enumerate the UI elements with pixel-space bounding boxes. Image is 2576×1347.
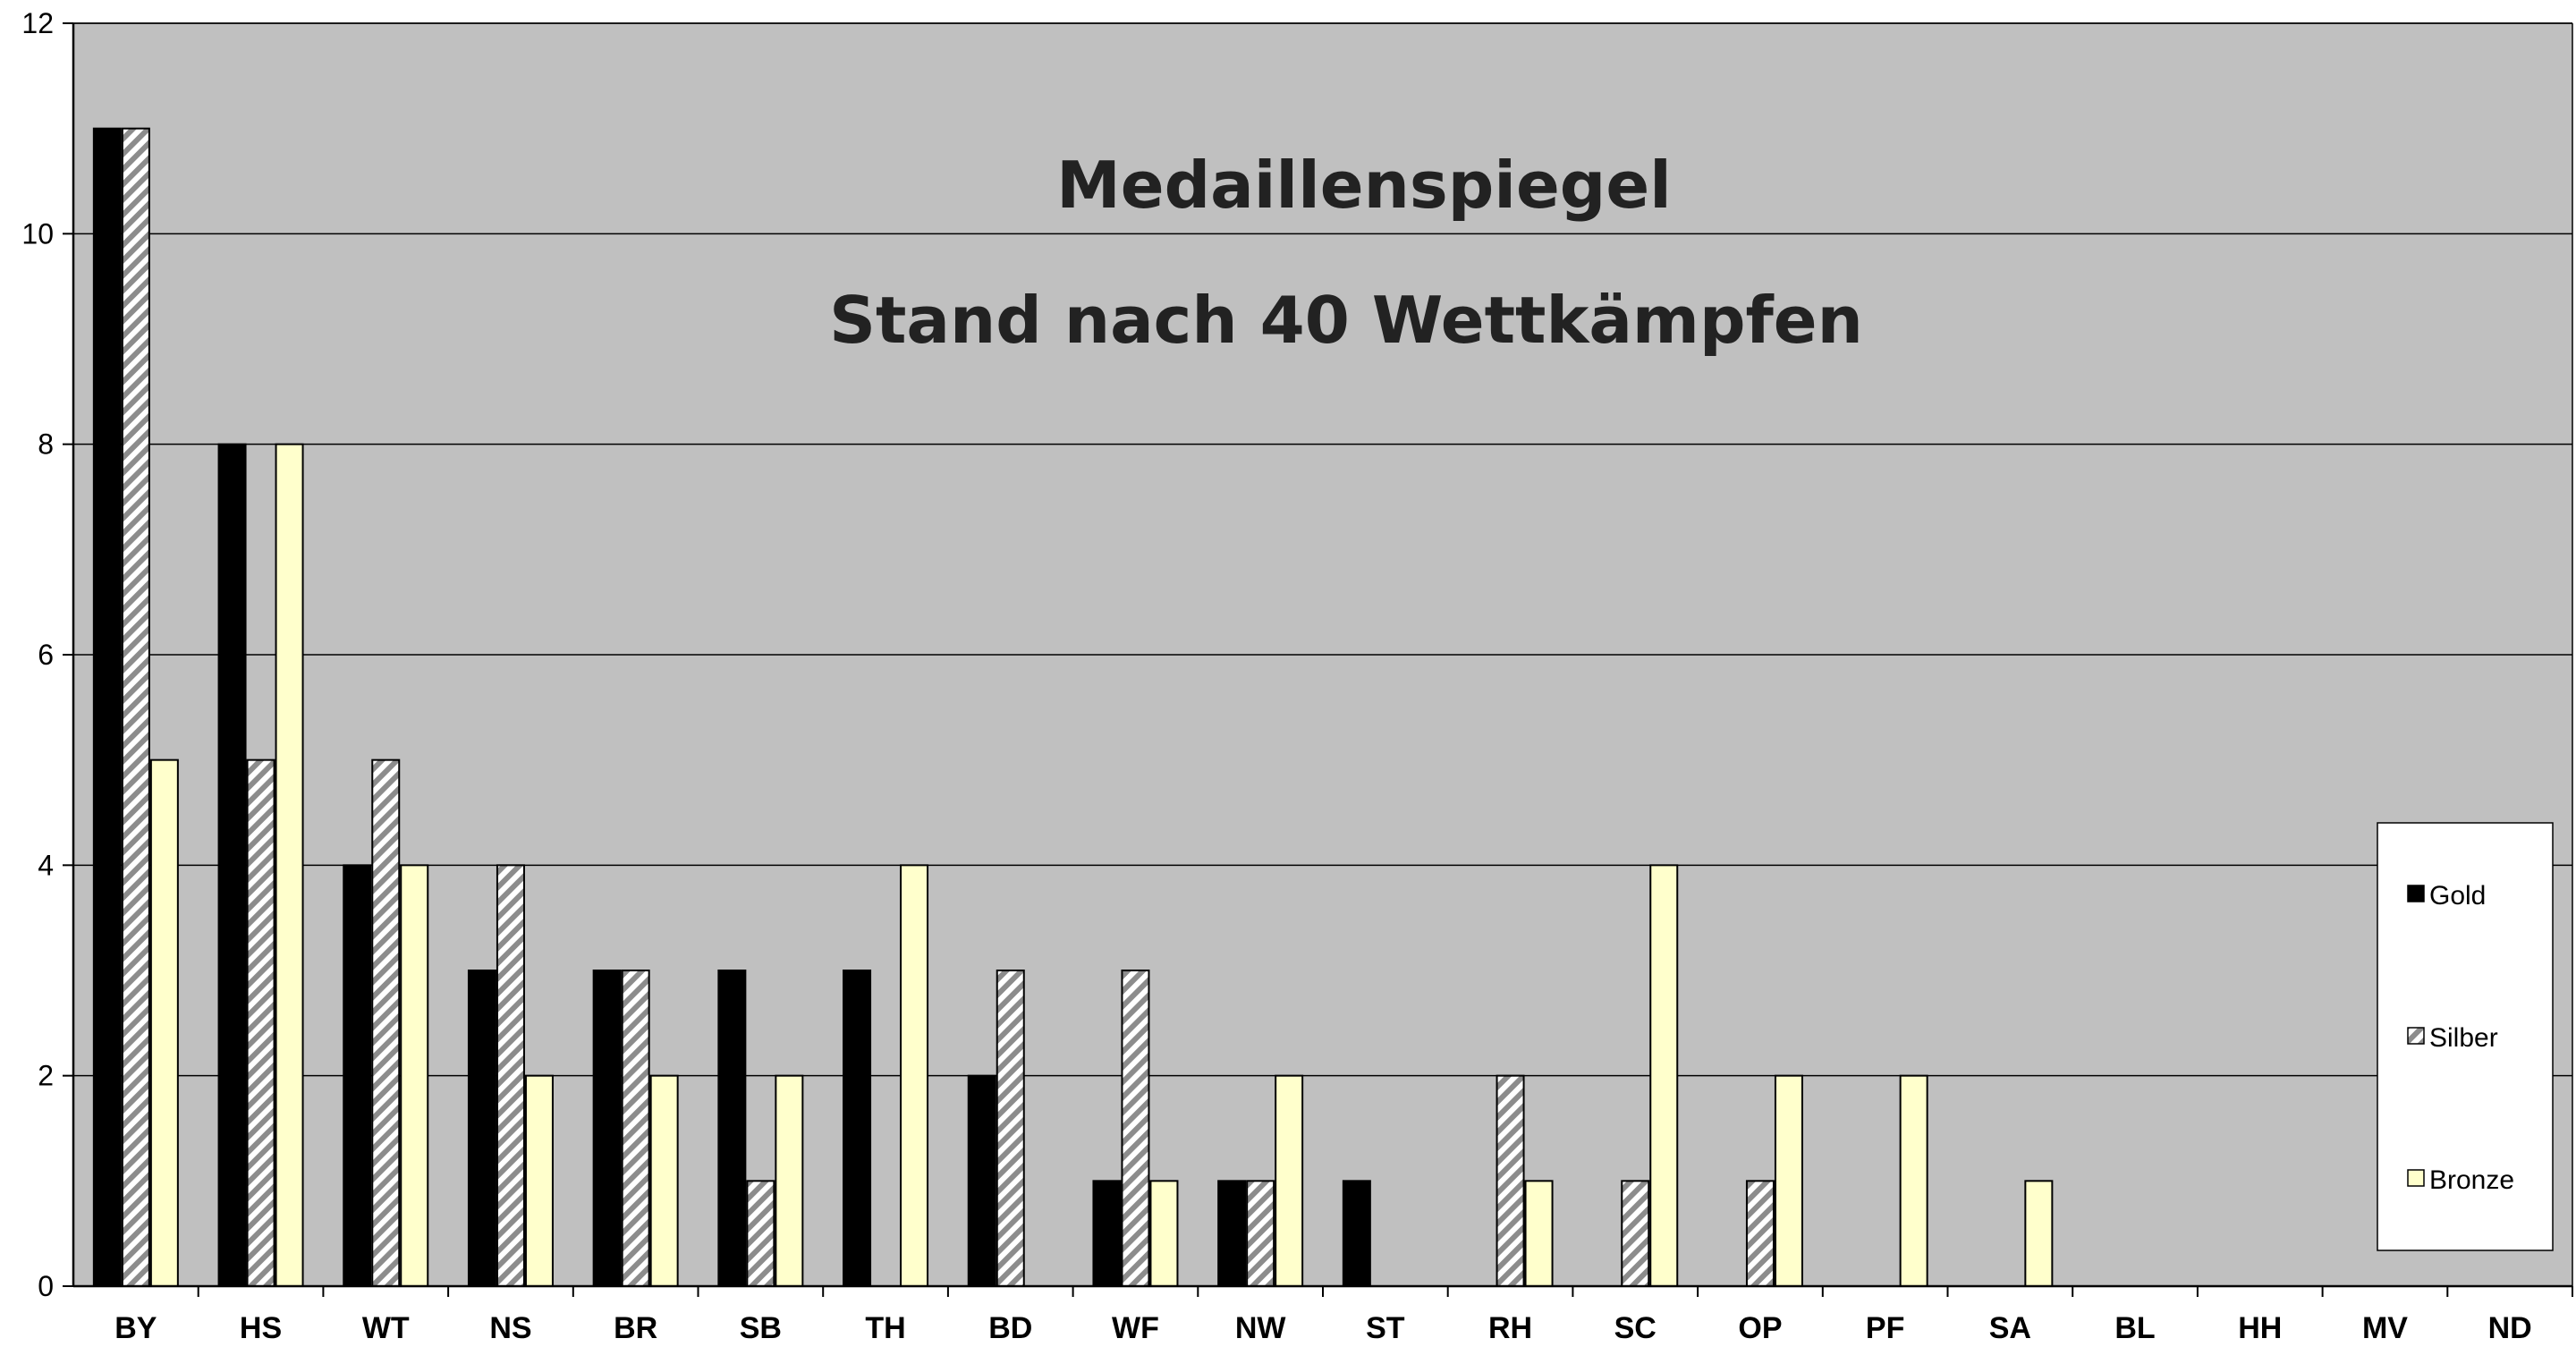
x-tick-label: SC xyxy=(1614,1311,1657,1345)
x-tick-labels: BY HS WT NS BR SB TH BD WF NW ST RH SC OP PF SA BL HH MV ND xyxy=(114,1311,2531,1345)
bars xyxy=(92,127,2054,1288)
legend-box xyxy=(2377,822,2554,1251)
x-tick-label: MV xyxy=(2362,1311,2408,1345)
bar-gold-bd xyxy=(967,1074,996,1287)
bar-silber-bd xyxy=(996,970,1025,1287)
bar-gold-sb xyxy=(717,970,747,1287)
x-tick-label: BY xyxy=(114,1311,157,1345)
chart-title: Medaillenspiegel xyxy=(1056,148,1672,223)
y-tick-label: 2 xyxy=(38,1060,54,1092)
y-tick-labels: 0 2 4 6 8 10 12 xyxy=(21,7,54,1302)
x-tick-label: OP xyxy=(1738,1311,1782,1345)
legend-label-bronze: Bronze xyxy=(2429,1165,2514,1195)
y-tick-label: 4 xyxy=(38,849,54,881)
y-tick-label: 8 xyxy=(38,428,54,461)
bar-silber-sc xyxy=(1621,1180,1650,1288)
bar-gold-th xyxy=(843,970,872,1287)
bar-bronze-sa xyxy=(2024,1180,2054,1288)
bar-silber-hs xyxy=(246,758,275,1287)
bar-bronze-sc xyxy=(1649,864,1679,1287)
bar-silber-wf xyxy=(1121,970,1150,1287)
bar-gold-hs xyxy=(217,443,247,1287)
x-tick-label: BD xyxy=(988,1311,1032,1345)
bar-silber-ns xyxy=(496,864,525,1287)
bar-gold-br xyxy=(592,970,622,1287)
x-tick-label: HH xyxy=(2238,1311,2282,1345)
legend-label-silber: Silber xyxy=(2429,1023,2498,1053)
legend-swatch-gold xyxy=(2407,885,2425,902)
bar-silber-by xyxy=(121,127,150,1288)
x-tick-label: ND xyxy=(2488,1311,2532,1345)
bar-bronze-rh xyxy=(1524,1180,1554,1288)
x-tick-label: RH xyxy=(1488,1311,1532,1345)
bar-gold-nw xyxy=(1217,1180,1247,1288)
y-tick-label: 0 xyxy=(38,1270,54,1302)
bar-bronze-wf xyxy=(1149,1180,1179,1288)
bar-silber-wt xyxy=(371,758,401,1287)
bar-bronze-wt xyxy=(400,864,429,1287)
legend-swatch-silber xyxy=(2407,1027,2425,1045)
y-tick-label: 6 xyxy=(38,639,54,671)
x-tick-label: WF xyxy=(1112,1311,1159,1345)
x-tick-label: BR xyxy=(614,1311,657,1345)
x-tick-label: ST xyxy=(1366,1311,1405,1345)
bar-gold-by xyxy=(92,127,122,1288)
bar-bronze-op xyxy=(1774,1074,1803,1287)
bar-silber-op xyxy=(1745,1180,1775,1288)
bar-bronze-by xyxy=(149,758,179,1287)
y-tick-label: 12 xyxy=(21,7,54,39)
legend: Gold Silber Bronze xyxy=(2377,822,2554,1251)
x-tick-label: BL xyxy=(2114,1311,2155,1345)
bar-bronze-pf xyxy=(1899,1074,1928,1287)
chart-subtitle: Stand nach 40 Wettkämpfen xyxy=(829,283,1863,358)
bar-gold-wt xyxy=(343,864,372,1287)
bar-gold-wf xyxy=(1092,1180,1122,1288)
bar-gold-ns xyxy=(467,970,496,1287)
x-tick-label: WT xyxy=(362,1311,410,1345)
bar-bronze-ns xyxy=(524,1074,554,1287)
legend-label-gold: Gold xyxy=(2429,881,2486,911)
axes xyxy=(72,22,2573,1297)
bar-silber-br xyxy=(621,970,650,1287)
y-tick-label: 10 xyxy=(21,217,54,250)
x-tick-label: SB xyxy=(740,1311,782,1345)
x-tick-label: TH xyxy=(865,1311,905,1345)
bar-bronze-hs xyxy=(275,443,304,1287)
bar-bronze-th xyxy=(900,864,929,1287)
bar-gold-st xyxy=(1342,1180,1371,1288)
x-tick-label: HS xyxy=(240,1311,282,1345)
x-tick-label: NS xyxy=(489,1311,531,1345)
bar-bronze-nw xyxy=(1275,1074,1304,1287)
bar-bronze-sb xyxy=(775,1074,804,1287)
bar-silber-nw xyxy=(1246,1180,1275,1288)
bar-bronze-br xyxy=(649,1074,679,1287)
x-tick-label: PF xyxy=(1866,1311,1904,1345)
legend-swatch-bronze xyxy=(2407,1169,2425,1187)
x-tick-label: NW xyxy=(1235,1311,1287,1345)
bar-silber-sb xyxy=(746,1180,775,1288)
bar-silber-rh xyxy=(1496,1074,1525,1287)
x-tick-label: SA xyxy=(1989,1311,2031,1345)
